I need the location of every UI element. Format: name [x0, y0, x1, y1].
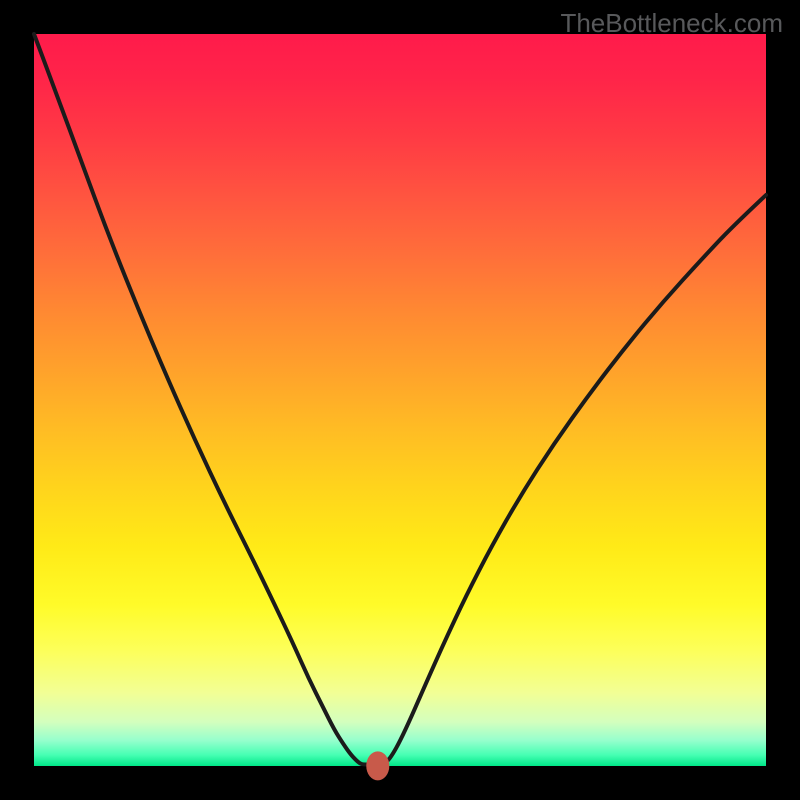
chart-frame: TheBottleneck.com: [0, 0, 800, 800]
bottleneck-curve: [0, 0, 800, 800]
watermark-text: TheBottleneck.com: [560, 8, 783, 39]
